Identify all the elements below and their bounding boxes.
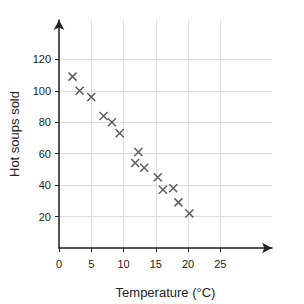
svg-text:20: 20 — [182, 258, 194, 270]
svg-text:20: 20 — [39, 211, 51, 223]
svg-text:60: 60 — [39, 148, 51, 160]
svg-text:10: 10 — [117, 258, 129, 270]
svg-text:0: 0 — [56, 258, 62, 270]
svg-text:Temperature (°C): Temperature (°C) — [116, 285, 216, 300]
svg-text:100: 100 — [33, 85, 51, 97]
svg-text:25: 25 — [214, 258, 226, 270]
svg-text:15: 15 — [150, 258, 162, 270]
svg-text:40: 40 — [39, 179, 51, 191]
svg-text:120: 120 — [33, 53, 51, 65]
svg-text:Hot soups sold: Hot soups sold — [7, 91, 22, 177]
svg-text:80: 80 — [39, 116, 51, 128]
svg-text:5: 5 — [88, 258, 94, 270]
